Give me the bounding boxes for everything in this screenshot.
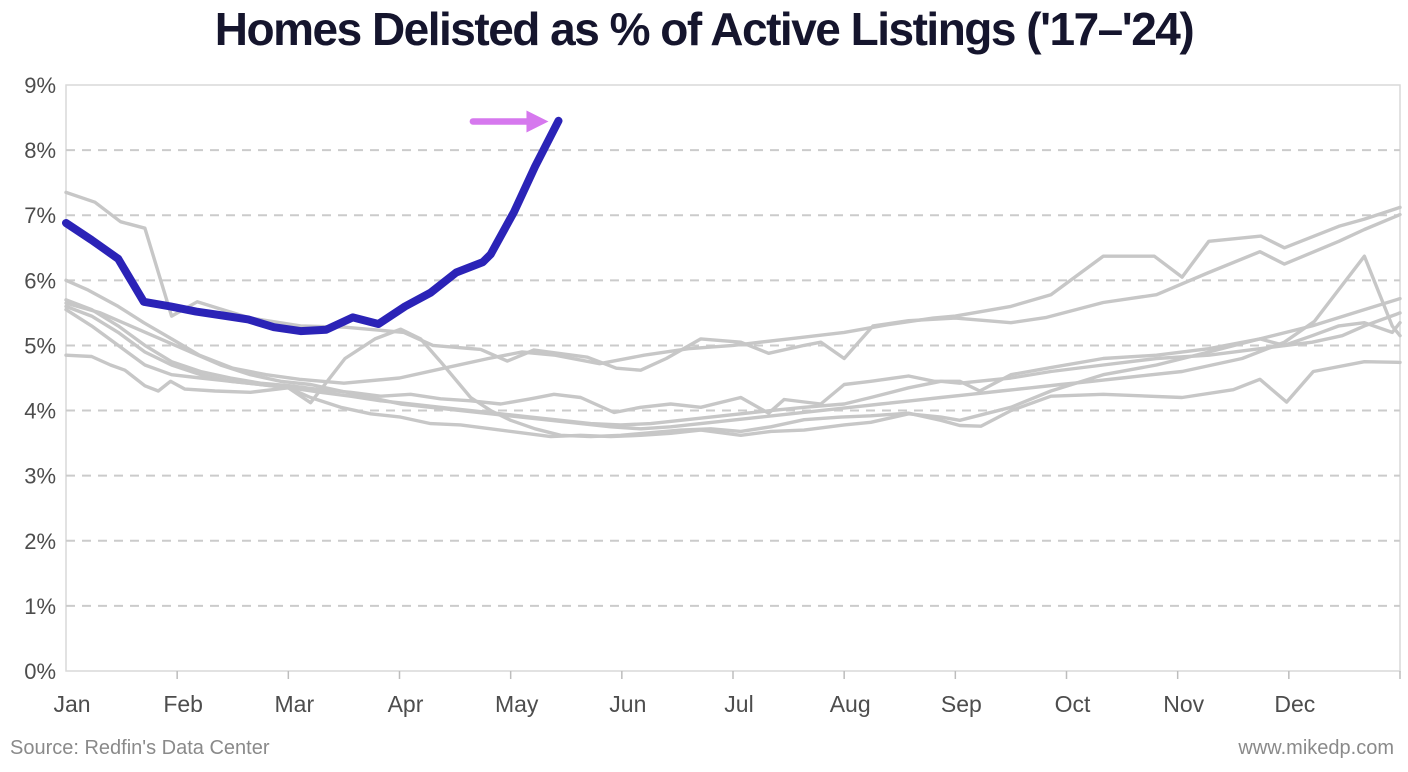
y-axis-label-9pct: 9%: [24, 73, 56, 98]
x-axis-label-Apr: Apr: [388, 691, 424, 717]
website-credit: www.mikedp.com: [1238, 737, 1394, 759]
x-axis-label-Mar: Mar: [275, 691, 315, 717]
x-axis-label-May: May: [495, 691, 539, 717]
y-axis-label-0pct: 0%: [24, 659, 56, 684]
x-axis-label-Jul: Jul: [724, 691, 753, 717]
x-axis-label-Aug: Aug: [830, 691, 871, 717]
y-axis-label-3pct: 3%: [24, 464, 56, 489]
y-axis-label-4pct: 4%: [24, 399, 56, 424]
chart-title: Homes Delisted as % of Active Listings (…: [214, 3, 1195, 55]
series-line-2017: [64, 254, 1402, 431]
x-axis-label-Jan: Jan: [53, 691, 90, 717]
series-line-2021: [64, 296, 1402, 439]
y-axis-label-6pct: 6%: [24, 268, 56, 293]
series-line-2022: [64, 205, 1402, 385]
y-axis-label-7pct: 7%: [24, 203, 56, 228]
x-axis-label-Feb: Feb: [163, 691, 203, 717]
x-axis-label-Nov: Nov: [1163, 691, 1204, 717]
trend-arrow-head: [526, 110, 549, 133]
y-axis-label-5pct: 5%: [24, 333, 56, 358]
y-axis-label-2pct: 2%: [24, 529, 56, 554]
x-axis-label-Sep: Sep: [941, 691, 982, 717]
x-axis-label-Jun: Jun: [609, 691, 646, 717]
y-axis-label-1pct: 1%: [24, 594, 56, 619]
x-axis-label-Dec: Dec: [1274, 691, 1315, 717]
y-axis-label-8pct: 8%: [24, 138, 56, 163]
source-credit: Source: Redfin's Data Center: [10, 737, 270, 759]
series-line-2024-highlight: [62, 116, 563, 336]
x-axis-label-Oct: Oct: [1055, 691, 1091, 717]
series-line-2023: [64, 190, 1402, 372]
